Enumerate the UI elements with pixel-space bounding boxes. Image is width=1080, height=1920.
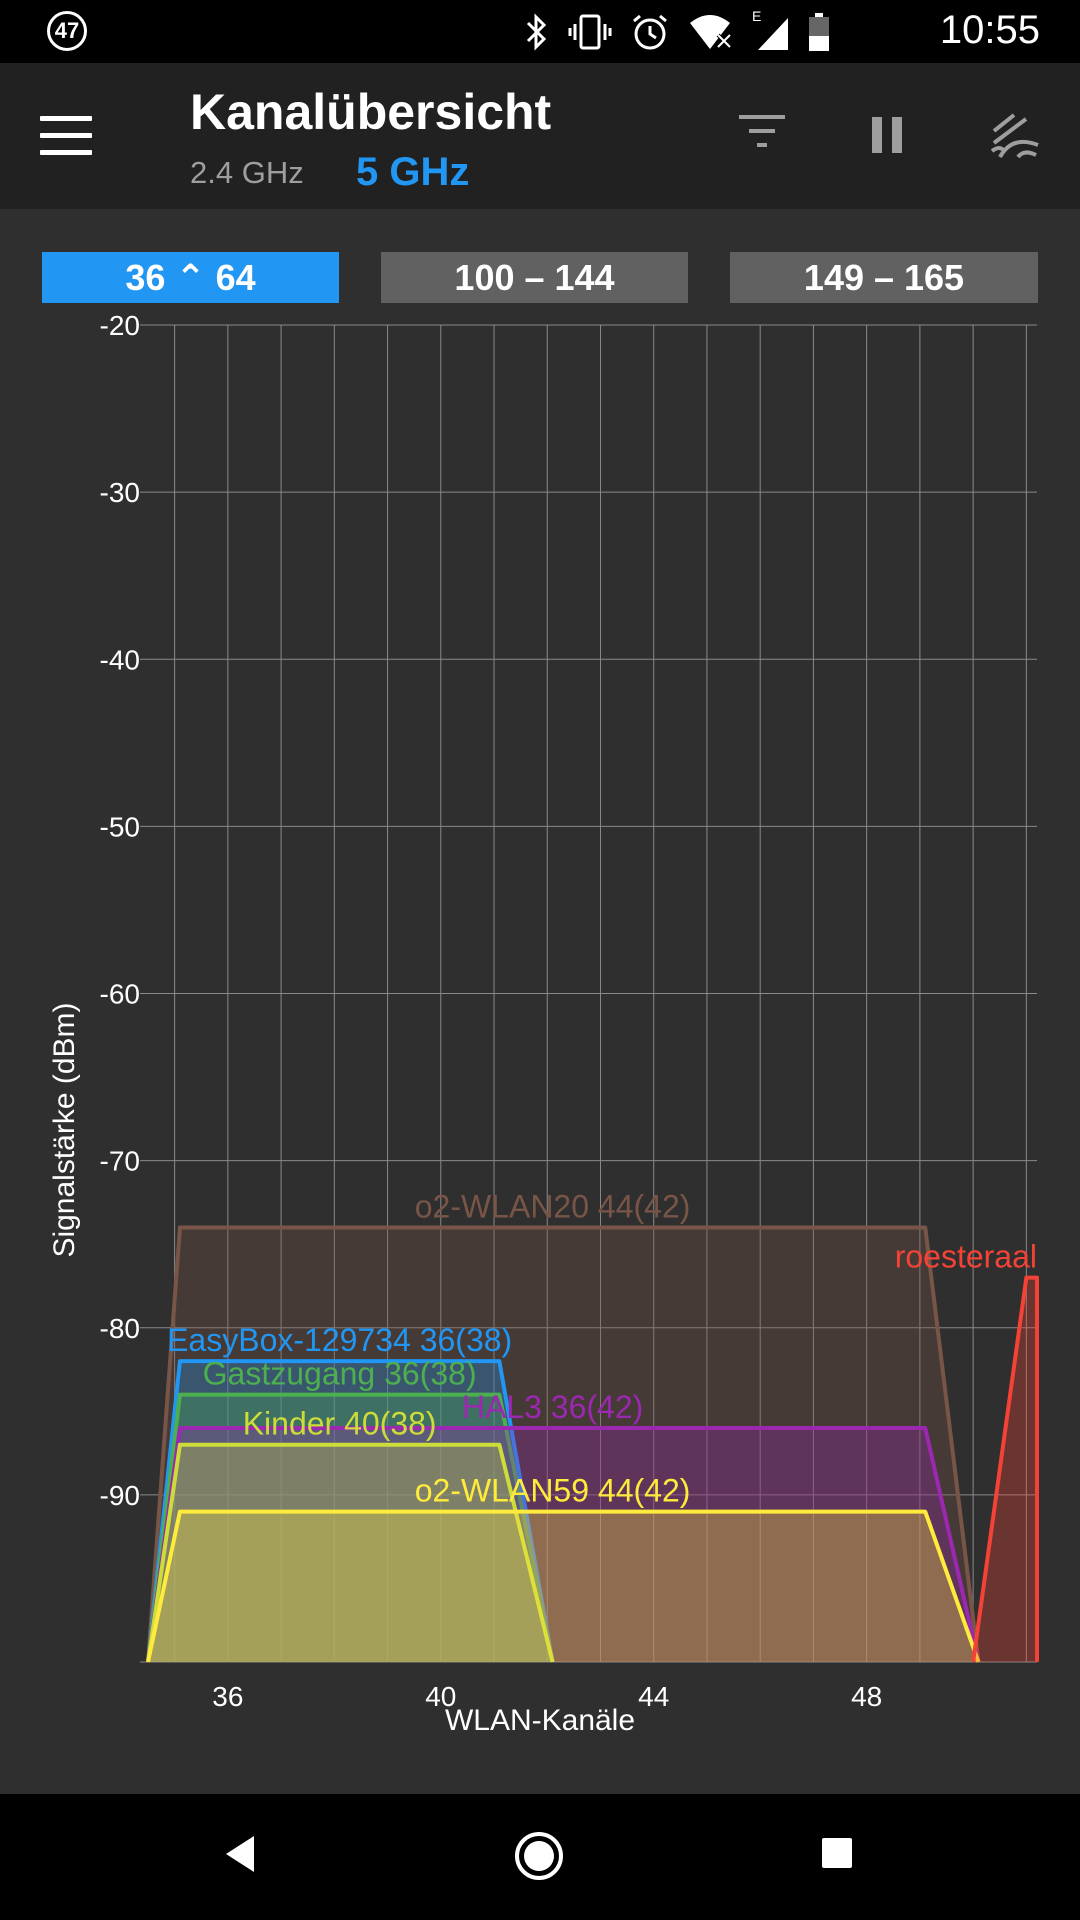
series-label: HAL3 36(42) bbox=[462, 1389, 643, 1425]
channel-range-100-144[interactable]: 100 – 144 bbox=[381, 252, 688, 303]
series-label: Gastzugang 36(38) bbox=[203, 1356, 477, 1392]
series-area bbox=[148, 1227, 979, 1662]
series-line bbox=[146, 1225, 981, 1663]
series-line bbox=[146, 1392, 555, 1663]
wifi-signal-icon[interactable] bbox=[990, 111, 1042, 161]
y-tick-label: -30 bbox=[100, 477, 140, 508]
band-5ghz-tab[interactable]: 5 GHz bbox=[356, 150, 470, 194]
x-tick-label: 44 bbox=[638, 1681, 669, 1712]
cell-signal-icon: E bbox=[750, 8, 790, 52]
filter-icon[interactable] bbox=[737, 113, 787, 153]
series-area bbox=[148, 1394, 553, 1662]
status-bar: 47 E 10:55 bbox=[0, 0, 1080, 63]
bluetooth-icon bbox=[526, 13, 547, 51]
navigation-bar bbox=[0, 1794, 1080, 1920]
series-line bbox=[146, 1442, 555, 1663]
series-label: o2-WLAN20 44(42) bbox=[415, 1188, 691, 1224]
series-area bbox=[973, 1277, 1037, 1662]
pause-icon[interactable] bbox=[870, 115, 906, 155]
y-tick-label: -20 bbox=[100, 310, 140, 341]
recents-icon[interactable] bbox=[820, 1836, 854, 1870]
menu-icon-bar bbox=[40, 116, 92, 121]
x-axis-label: WLAN-Kanäle bbox=[445, 1704, 635, 1737]
y-tick-label: -80 bbox=[100, 1313, 140, 1344]
x-tick-label: 40 bbox=[425, 1681, 456, 1712]
x-tick-label: 48 bbox=[851, 1681, 882, 1712]
chart-grid bbox=[140, 324, 1037, 1663]
series-area bbox=[148, 1444, 553, 1662]
series-label: Kinder 40(38) bbox=[243, 1406, 437, 1442]
series-area bbox=[148, 1428, 979, 1662]
channel-range-36-64[interactable]: 36 ⌃ 64 bbox=[42, 252, 339, 303]
y-tick-label: -40 bbox=[100, 644, 140, 675]
y-tick-label: -60 bbox=[100, 979, 140, 1010]
vibrate-icon bbox=[568, 14, 612, 50]
series-line bbox=[146, 1509, 981, 1663]
band-24ghz-tab[interactable]: 2.4 GHz bbox=[190, 155, 304, 190]
back-icon[interactable] bbox=[222, 1834, 258, 1874]
alarm-icon bbox=[633, 14, 667, 50]
x-tick-label: 36 bbox=[212, 1681, 243, 1712]
series-label: roesteraal bbox=[895, 1239, 1037, 1275]
series-label: o2-WLAN59 44(42) bbox=[415, 1473, 691, 1509]
channel-range-149-165[interactable]: 149 – 165 bbox=[730, 252, 1038, 303]
y-axis-label: Signalstärke (dBm) bbox=[48, 1002, 81, 1257]
wifi-icon bbox=[690, 15, 732, 49]
home-icon[interactable] bbox=[513, 1830, 565, 1882]
y-tick-label: -70 bbox=[100, 1146, 140, 1177]
status-icons: E bbox=[524, 8, 830, 54]
chart-ticks: -20 -30 -40 -50 -60 -70 -80 -90 36 40 44 48 bbox=[100, 310, 883, 1712]
series-area bbox=[148, 1511, 979, 1662]
page-title: Kanalübersicht bbox=[190, 84, 552, 140]
y-tick-label: -90 bbox=[100, 1480, 140, 1511]
chart-series-labels: o2-WLAN20 44(42) EasyBox-129734 36(38)Gas… bbox=[167, 1188, 1037, 1508]
menu-icon-bar bbox=[40, 133, 92, 138]
battery-icon bbox=[809, 13, 829, 51]
series-line bbox=[971, 1275, 1039, 1663]
app-toolbar: Kanalübersicht 2.4 GHz 5 GHz bbox=[0, 63, 1080, 209]
menu-icon-bar bbox=[40, 150, 92, 155]
chart-series bbox=[146, 1225, 1039, 1663]
clock: 10:55 bbox=[939, 8, 1040, 52]
notification-count-badge: 47 bbox=[47, 11, 87, 51]
y-tick-label: -50 bbox=[100, 811, 140, 842]
series-label: EasyBox-129734 36(38) bbox=[167, 1322, 512, 1358]
menu-button[interactable] bbox=[40, 116, 92, 158]
channel-chart: -20 -30 -40 -50 -60 -70 -80 -90 36 40 44 48 o2-WLAN… bbox=[48, 310, 1039, 1737]
